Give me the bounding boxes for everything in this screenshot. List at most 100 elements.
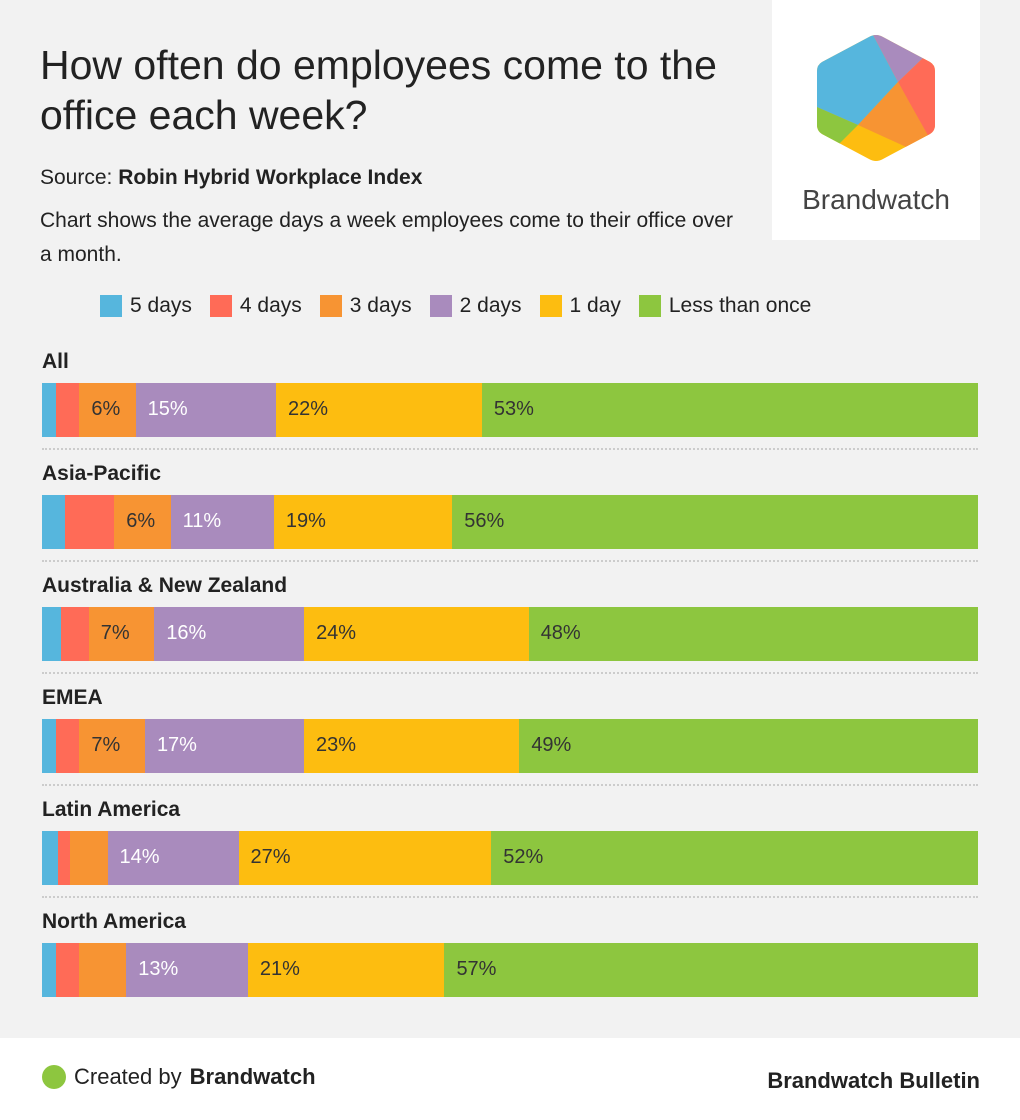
bar-segment: 22% [275, 383, 482, 437]
bar-segment: 24% [304, 607, 529, 661]
logo-wordmark: Brandwatch [802, 184, 950, 215]
legend-label: 4 days [239, 294, 302, 317]
data-label: 15% [147, 398, 188, 420]
bar-segment [56, 719, 80, 773]
bar-segment: 7% [79, 719, 145, 773]
data-label: 13% [138, 958, 179, 980]
legend-item: 1 day [539, 294, 621, 318]
bar-row: 13% 21% 57% [42, 943, 978, 997]
bar-segment: 57% [444, 943, 978, 997]
row-divider [42, 560, 978, 562]
bar-segment: 21% [247, 943, 445, 997]
bar-segment: 52% [491, 831, 978, 885]
legend-item: 4 days [209, 294, 302, 318]
legend-swatch [539, 295, 562, 317]
category-label: Australia & New Zealand [42, 574, 288, 597]
data-label: 17% [156, 734, 197, 756]
brand-dot-icon [42, 1065, 66, 1089]
legend-swatch [319, 295, 342, 317]
bar-segment: 7% [88, 607, 155, 661]
bar-segment [70, 831, 108, 885]
bar-segment [57, 831, 71, 885]
data-label: 49% [531, 734, 572, 756]
legend-item: 2 days [429, 294, 522, 318]
bar-segment: 19% [273, 495, 453, 549]
bar-segment [56, 943, 80, 997]
created-brand: Brandwatch [189, 1064, 316, 1089]
bar-segment: 11% [170, 495, 274, 549]
data-label: 48% [540, 622, 581, 644]
bar-segment: 16% [154, 607, 305, 661]
bar-segment [60, 607, 89, 661]
bar-segment: 23% [304, 719, 520, 773]
data-label: 16% [166, 622, 207, 644]
chart-description: Chart shows the average days a week empl… [40, 209, 733, 266]
data-label: 7% [91, 734, 121, 756]
legend-label: 1 day [569, 294, 621, 317]
brandwatch-logo: Brandwatch [772, 0, 980, 240]
bar-segment: 17% [144, 719, 305, 773]
legend-label: Less than once [668, 294, 812, 317]
source-name: Robin Hybrid Workplace Index [118, 166, 423, 189]
bar-segment [42, 719, 57, 773]
bar-segment [42, 831, 58, 885]
category-label: Latin America [42, 798, 181, 821]
bar-segment [79, 943, 127, 997]
category-label: All [42, 350, 69, 373]
legend-label: 2 days [459, 294, 522, 317]
bar-segment [42, 495, 65, 549]
bar-segment [64, 495, 115, 549]
bar-segment: 48% [528, 607, 978, 661]
bar-segment: 6% [114, 495, 171, 549]
row-divider [42, 448, 978, 450]
data-label: 52% [503, 846, 544, 868]
legend-item: 5 days [100, 294, 192, 318]
chart-title: How often do employees come to the offic… [40, 42, 717, 138]
legend-swatch [638, 295, 661, 317]
bar-segment: 56% [452, 495, 978, 549]
row-divider [42, 672, 978, 674]
data-label: 7% [100, 622, 130, 644]
data-label: 56% [464, 510, 505, 532]
bar-segment: 14% [107, 831, 239, 885]
bar-segment: 15% [135, 383, 276, 437]
bar-segment [42, 943, 57, 997]
category-label: EMEA [42, 686, 103, 709]
bar-segment [42, 383, 57, 437]
created-by: Created by Brandwatch [42, 1064, 316, 1090]
bar-segment: 27% [238, 831, 492, 885]
data-label: 57% [456, 958, 497, 980]
data-label: 53% [493, 398, 534, 420]
data-label: 6% [91, 398, 121, 420]
row-divider [42, 896, 978, 898]
category-label: North America [42, 910, 186, 933]
legend: 5 days 4 days 3 days 2 days 1 day Less than o… [100, 294, 811, 318]
data-label: 21% [259, 958, 300, 980]
legend-label: 3 days [349, 294, 412, 317]
source-line: Source: Robin Hybrid Workplace Index [40, 166, 422, 190]
data-label: 14% [119, 846, 160, 868]
legend-swatch [100, 295, 122, 317]
data-label: 24% [316, 622, 357, 644]
bar-row: 7% 17% 23% 49% [42, 719, 978, 773]
bar-segment: 13% [126, 943, 248, 997]
source-label: Source: [40, 166, 113, 189]
bar-segment [42, 607, 61, 661]
legend-item: 3 days [319, 294, 412, 318]
bar-row: 6% 15% 22% 53% [42, 383, 978, 437]
bar-row: 14% 27% 52% [42, 831, 978, 885]
data-label: 22% [287, 398, 328, 420]
data-label: 23% [316, 734, 357, 756]
bar-segment: 49% [519, 719, 978, 773]
data-label: 19% [285, 510, 326, 532]
bar-segment [56, 383, 80, 437]
legend-item: Less than once [638, 294, 812, 318]
footer: Created by Brandwatch Brandwatch Bulletin [0, 1038, 1020, 1120]
row-divider [42, 784, 978, 786]
bar-segment: 53% [481, 383, 978, 437]
data-label: 27% [250, 846, 291, 868]
bar-row: 7% 16% 24% 48% [42, 607, 978, 661]
hexagon-logo-icon [817, 35, 935, 161]
created-prefix: Created by [74, 1064, 182, 1089]
legend-label: 5 days [130, 294, 192, 317]
